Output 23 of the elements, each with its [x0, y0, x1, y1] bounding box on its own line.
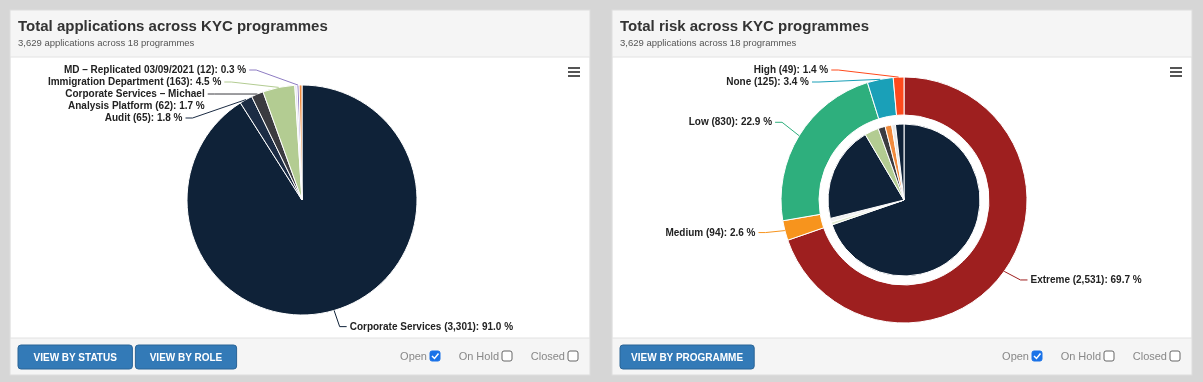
chart-title: Total applications across KYC programmes: [18, 17, 328, 34]
text: VIEW BY ROLE: [149, 352, 223, 363]
text: VIEW BY STATUS: [33, 352, 118, 363]
chart-title: Total risk across KYC programmes: [620, 17, 869, 34]
text: On Hold: [458, 350, 499, 362]
slice-label: Immigration Department (163): 4.5 %: [47, 76, 222, 87]
slice-label: Medium (94): 2.6 %: [665, 226, 756, 238]
text: Closed: [1132, 350, 1167, 362]
chart-subtitle: 3,629 applications across 18 programmes: [620, 37, 797, 48]
slice-label: Corporate Services – Michael Analysis Platform (62): 1.7 %: [65, 88, 205, 111]
slice-label: High (49): 1.4 %: [753, 64, 829, 75]
text: Open: [1002, 350, 1029, 362]
slice-label: None (125): 3.4 %: [726, 76, 810, 87]
slice-label: MD – Replicated 03/09/2021 (12): 0.3 %: [63, 64, 247, 75]
slice-label: Extreme (2,531): 69.7 %: [1030, 273, 1142, 285]
slice-label: Low (830): 22.9 %: [688, 116, 773, 128]
slice-label: Corporate Services (3,301): 91.0 %: [349, 320, 514, 332]
chart-subtitle: 3,629 applications across 18 programmes: [18, 37, 195, 48]
text: Closed: [530, 350, 565, 362]
text: On Hold: [1060, 350, 1101, 362]
text: Open: [400, 350, 427, 362]
text: VIEW BY PROGRAMME: [631, 352, 744, 363]
slice-label: Audit (65): 1.8 %: [104, 112, 183, 123]
